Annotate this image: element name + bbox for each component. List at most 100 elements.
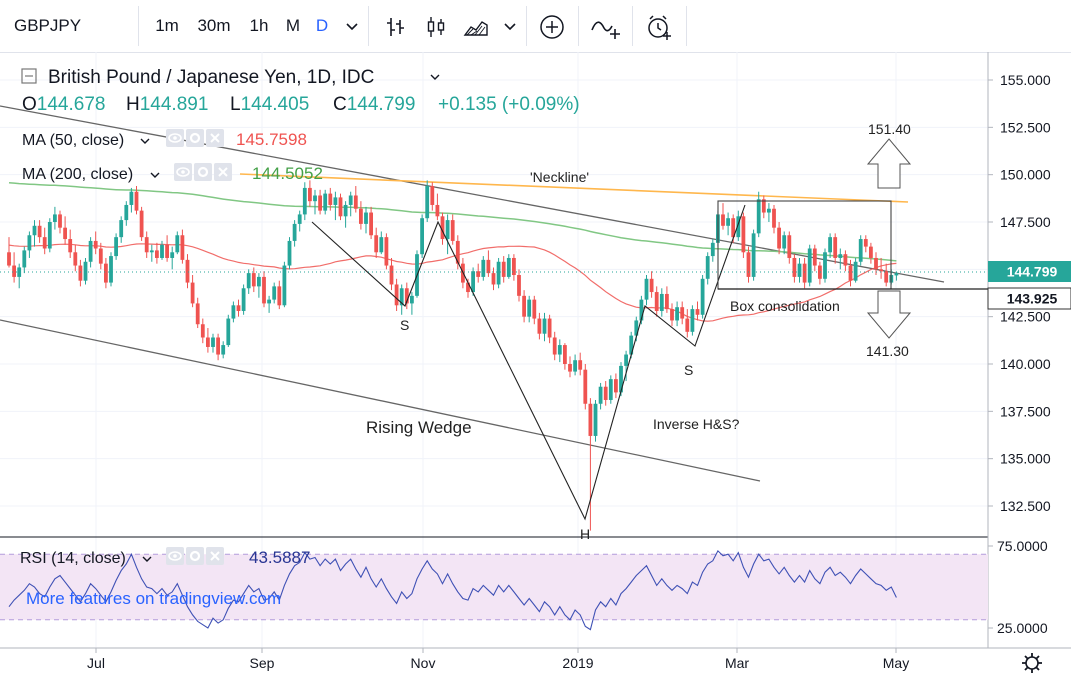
candle[interactable] bbox=[654, 286, 659, 317]
candle[interactable] bbox=[614, 373, 618, 399]
chevron-down-icon[interactable] bbox=[150, 172, 160, 178]
upside-target-label[interactable]: 151.40 bbox=[868, 121, 911, 137]
ma200-legend-buttons[interactable] bbox=[174, 163, 232, 181]
candle[interactable] bbox=[318, 189, 322, 215]
candle[interactable] bbox=[185, 254, 190, 289]
candle[interactable] bbox=[389, 257, 394, 291]
rsi-legend-buttons[interactable] bbox=[166, 547, 224, 565]
candle[interactable] bbox=[588, 398, 593, 531]
candle[interactable] bbox=[394, 278, 399, 311]
candle[interactable] bbox=[7, 237, 11, 268]
candle[interactable] bbox=[573, 354, 577, 376]
add-indicator-icon[interactable] bbox=[534, 0, 570, 52]
candle[interactable] bbox=[501, 256, 506, 283]
chevron-down-icon[interactable] bbox=[340, 0, 364, 52]
wedge-lower-trendline[interactable] bbox=[0, 319, 761, 482]
candle[interactable] bbox=[670, 303, 674, 327]
candle[interactable] bbox=[78, 259, 83, 287]
candle[interactable] bbox=[884, 263, 889, 287]
candle[interactable] bbox=[42, 227, 47, 255]
candle[interactable] bbox=[109, 252, 113, 287]
candle[interactable] bbox=[726, 212, 730, 236]
area-icon[interactable] bbox=[458, 0, 494, 52]
candle[interactable] bbox=[721, 203, 725, 230]
chart-canvas[interactable]: 'Neckline' S S H Rising Wedge Inverse H&… bbox=[0, 52, 1071, 690]
ma50-legend-buttons[interactable] bbox=[166, 129, 224, 147]
candle[interactable] bbox=[491, 267, 496, 291]
candle[interactable] bbox=[557, 339, 562, 363]
candle[interactable] bbox=[83, 257, 88, 285]
candle[interactable] bbox=[277, 280, 282, 310]
candle[interactable] bbox=[455, 235, 460, 270]
candle[interactable] bbox=[787, 231, 792, 264]
rising-wedge-label[interactable]: Rising Wedge bbox=[366, 418, 472, 437]
candle[interactable] bbox=[522, 290, 526, 323]
interval-1h-button[interactable]: 1h bbox=[249, 16, 269, 35]
candle[interactable] bbox=[563, 343, 567, 370]
candle[interactable] bbox=[160, 240, 164, 260]
candle[interactable] bbox=[874, 252, 878, 276]
candle[interactable] bbox=[236, 299, 241, 317]
candle[interactable] bbox=[894, 271, 899, 281]
candle[interactable] bbox=[272, 282, 277, 304]
candle[interactable] bbox=[267, 295, 271, 313]
candle[interactable] bbox=[195, 297, 200, 329]
candle[interactable] bbox=[858, 235, 863, 266]
candle[interactable] bbox=[170, 246, 175, 270]
box-consolidation-label[interactable]: Box consolidation bbox=[730, 298, 840, 314]
rsi-legend-label[interactable]: RSI (14, close) bbox=[20, 550, 126, 567]
candle[interactable] bbox=[700, 275, 705, 319]
candle[interactable] bbox=[853, 257, 858, 283]
close-icon[interactable] bbox=[214, 163, 232, 181]
candle[interactable] bbox=[384, 233, 389, 270]
candle[interactable] bbox=[399, 284, 404, 315]
candle[interactable] bbox=[32, 220, 37, 247]
candle[interactable] bbox=[476, 263, 481, 283]
settings-icon[interactable] bbox=[186, 547, 204, 565]
candle[interactable] bbox=[292, 220, 297, 247]
ma50-legend-label[interactable]: MA (50, close) bbox=[22, 132, 124, 149]
candle[interactable] bbox=[772, 204, 776, 234]
candle[interactable] bbox=[68, 229, 73, 258]
candle[interactable] bbox=[777, 222, 781, 255]
collapse-legend-icon[interactable] bbox=[21, 68, 37, 84]
candle[interactable] bbox=[73, 244, 78, 272]
candle[interactable] bbox=[216, 333, 220, 361]
candle[interactable] bbox=[848, 259, 853, 287]
candle[interactable] bbox=[246, 269, 251, 294]
candle[interactable] bbox=[598, 382, 603, 410]
candle[interactable] bbox=[129, 187, 134, 213]
close-icon[interactable] bbox=[206, 129, 224, 147]
candle[interactable] bbox=[608, 375, 613, 404]
up-target-arrow-icon[interactable] bbox=[866, 138, 912, 189]
candle[interactable] bbox=[761, 195, 766, 219]
settings-icon[interactable] bbox=[186, 129, 204, 147]
candle[interactable] bbox=[593, 399, 598, 442]
candle[interactable] bbox=[665, 286, 669, 313]
candle[interactable] bbox=[104, 257, 108, 289]
candle[interactable] bbox=[364, 206, 368, 234]
candle[interactable] bbox=[165, 235, 169, 262]
candle[interactable] bbox=[58, 210, 62, 234]
candle[interactable] bbox=[369, 206, 373, 240]
candle[interactable] bbox=[323, 189, 328, 215]
candle[interactable] bbox=[200, 318, 205, 344]
down-target-arrow-icon[interactable] bbox=[866, 290, 912, 339]
visibility-eye-icon[interactable] bbox=[174, 163, 192, 181]
candle[interactable] bbox=[53, 206, 57, 230]
wedge-upper-trendline[interactable] bbox=[0, 105, 945, 283]
candle[interactable] bbox=[241, 284, 246, 315]
candle[interactable] bbox=[450, 214, 455, 245]
chevron-down-icon[interactable] bbox=[142, 556, 152, 562]
candle[interactable] bbox=[221, 341, 226, 359]
candle[interactable] bbox=[741, 212, 746, 258]
candle[interactable] bbox=[404, 282, 409, 310]
candle[interactable] bbox=[313, 189, 317, 215]
candle[interactable] bbox=[119, 216, 124, 243]
rsi-scale[interactable]: 75.0000 25.0000 bbox=[988, 538, 1048, 636]
candle[interactable] bbox=[420, 214, 424, 258]
candle[interactable] bbox=[63, 216, 67, 245]
candle[interactable] bbox=[552, 331, 557, 361]
candle[interactable] bbox=[17, 263, 22, 289]
candle[interactable] bbox=[175, 231, 180, 255]
